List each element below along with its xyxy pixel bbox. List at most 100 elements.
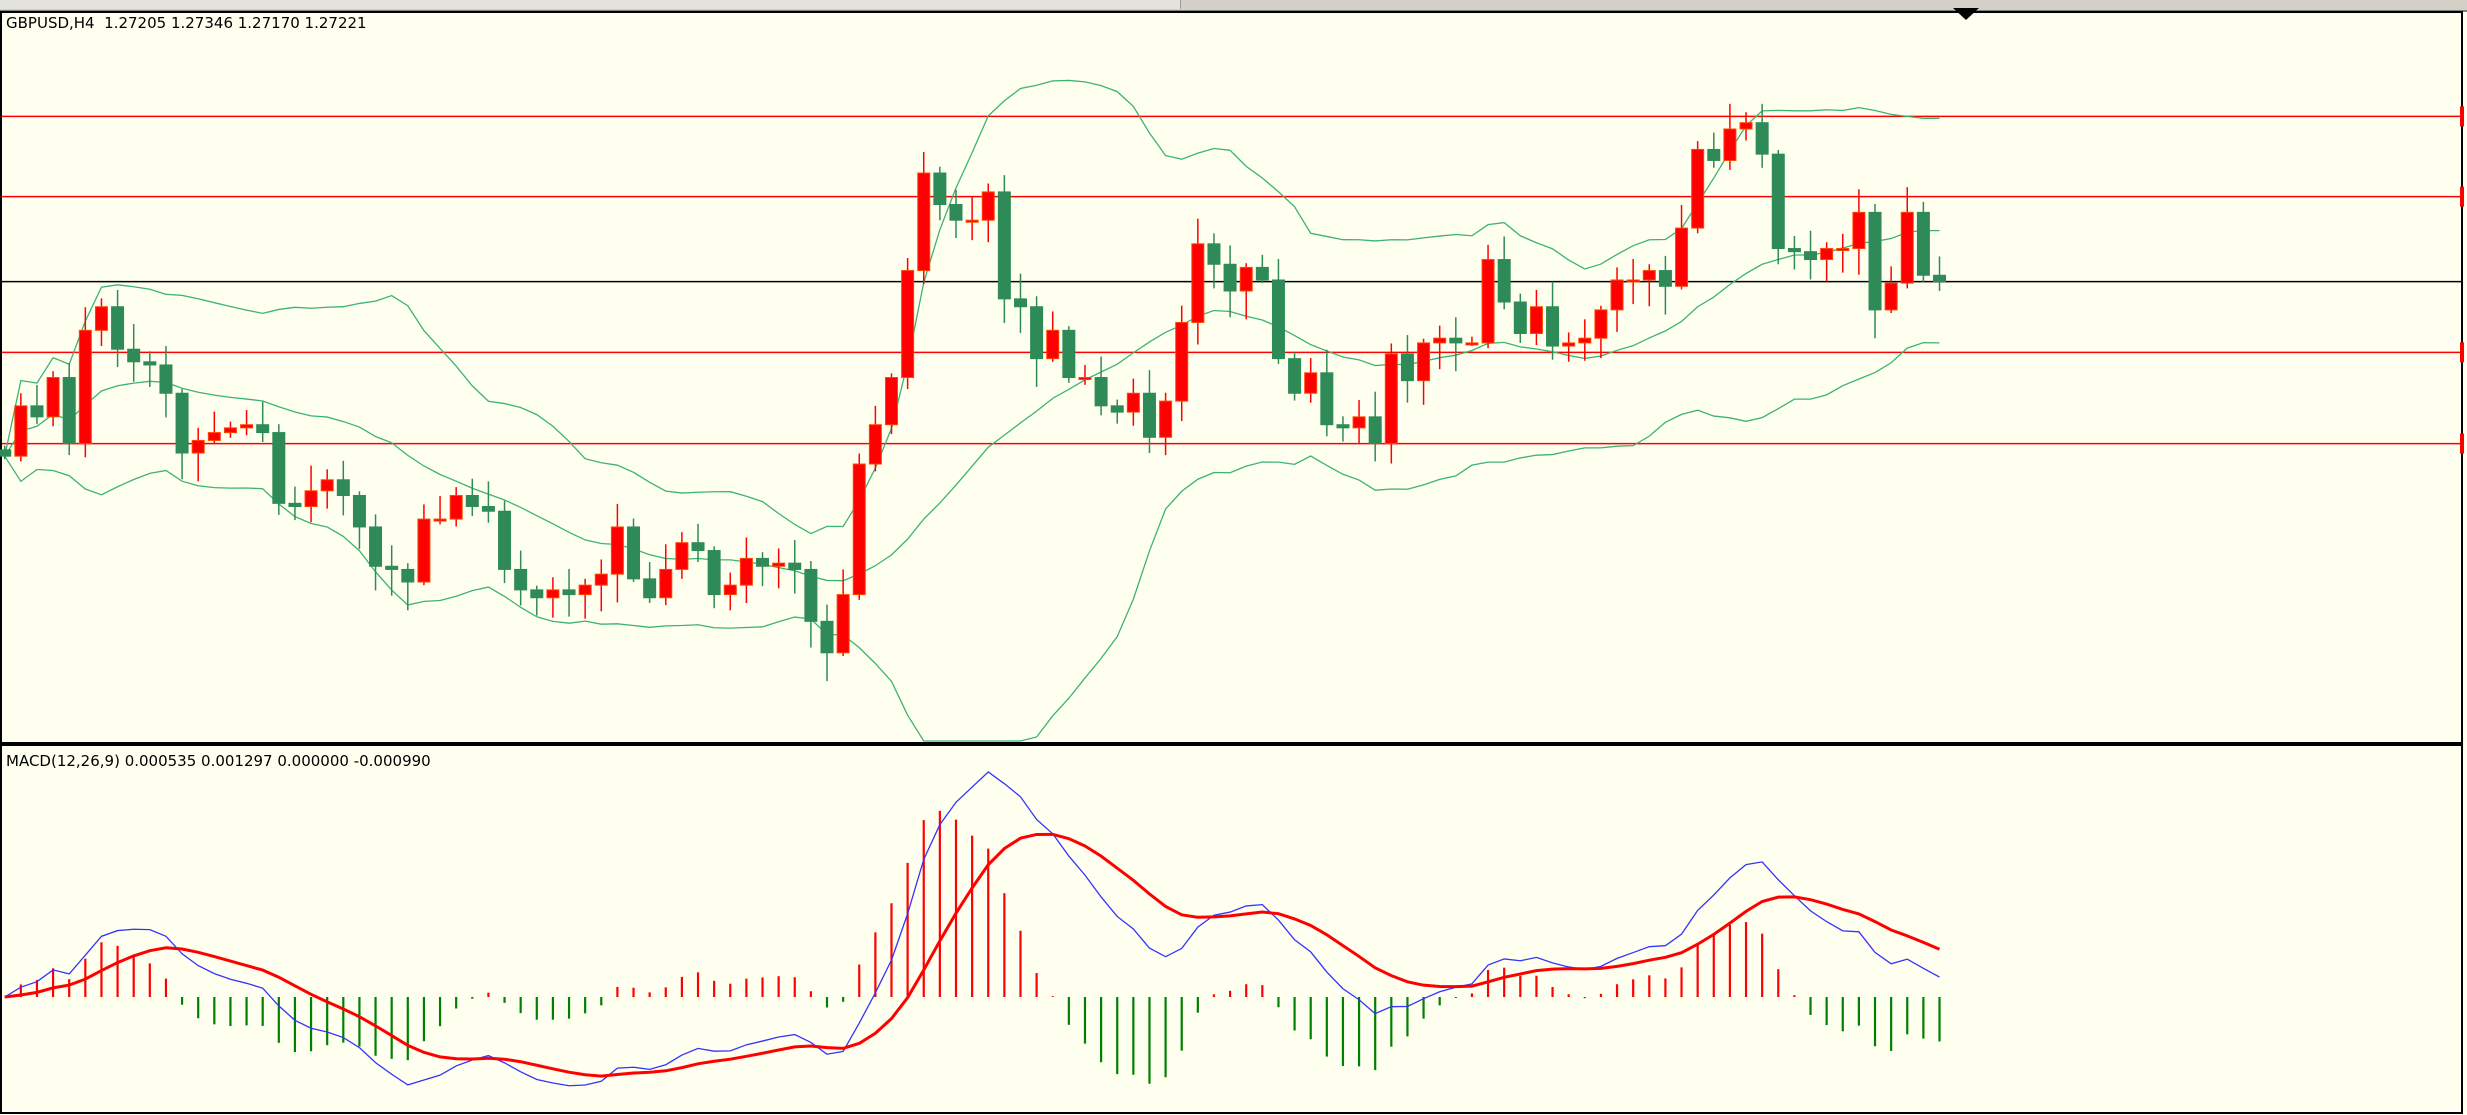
bearish-candle [1513,301,1527,334]
bearish-candle [1658,270,1672,287]
bullish-candle [1159,400,1173,438]
bearish-candle [175,392,189,454]
bearish-candle [256,424,270,434]
bullish-candle [1433,337,1447,344]
bearish-candle [1497,259,1511,303]
bullish-candle [723,584,737,596]
bearish-candle [1255,266,1269,281]
bearish-candle [1207,243,1221,265]
bearish-candle [1546,306,1560,347]
bearish-candle [1336,424,1350,429]
bullish-candle [675,542,689,570]
macd-label: MACD(12,26,9) 0.000535 0.001297 0.000000… [6,752,431,770]
chart-tab[interactable] [870,0,1181,9]
bearish-candle [820,620,834,654]
bullish-candle [1739,122,1753,130]
bullish-candle [1610,279,1624,311]
macd-line [4,771,1940,1087]
bearish-candle [933,172,947,205]
level-marker [2460,186,2464,207]
bollinger-upper-band [4,79,1940,535]
bearish-candle [756,557,770,567]
bearish-candle [1223,263,1237,292]
bearish-candle [707,550,721,596]
bearish-candle [159,364,173,394]
level-marker [2460,342,2464,363]
bullish-candle [1304,372,1318,394]
bullish-candle [1529,306,1543,334]
bullish-candle [836,594,850,654]
bullish-candle [207,432,221,441]
bullish-candle [1352,416,1366,429]
level-marker [2460,106,2464,127]
bearish-candle [401,568,415,583]
bullish-candle [546,589,560,599]
bearish-candle [352,494,366,528]
bearish-candle [336,479,350,496]
bullish-candle [1078,377,1092,381]
bearish-candle [1916,211,1930,276]
level-marker [2460,433,2464,454]
bearish-candle [949,203,963,221]
macd-panel-border [0,744,2463,1114]
bearish-candle [804,568,818,622]
bullish-candle [965,219,979,223]
bullish-candle [1626,279,1640,283]
bearish-candle [1142,392,1156,438]
bearish-candle [1787,248,1801,253]
bearish-candle [0,449,12,457]
bearish-candle [62,377,76,445]
bearish-candle [111,306,125,350]
bullish-candle [1836,248,1850,252]
bullish-candle [223,427,237,434]
bullish-candle [1481,259,1495,344]
bearish-candle [288,502,302,508]
bearish-candle [143,361,157,366]
bullish-candle [1723,128,1737,161]
bullish-candle [1900,211,1914,284]
symbol-ohlc-label: GBPUSD,H4 1.27205 1.27346 1.27170 1.2722… [6,14,367,32]
bearish-candle [1868,211,1882,311]
bearish-candle [1933,274,1947,283]
bullish-candle [191,439,205,454]
bearish-candle [1755,122,1769,155]
bullish-candle [14,405,28,457]
bearish-candle [1707,148,1721,161]
bearish-candle [1449,337,1463,344]
bullish-candle [78,329,92,445]
bearish-candle [1288,358,1302,394]
bullish-candle [449,494,463,520]
bearish-candle [1013,298,1027,308]
bearish-candle [1320,372,1334,426]
bullish-candle [578,584,592,596]
bullish-candle [1852,211,1866,250]
bullish-candle [1239,266,1253,292]
bullish-candle [1691,148,1705,229]
bullish-candle [1465,342,1479,346]
bullish-candle [1191,243,1205,323]
bullish-candle [884,377,898,426]
bearish-candle [1400,353,1414,382]
symbol-label: GBPUSD,H4 [6,14,95,32]
bullish-candle [304,490,318,508]
bullish-candle [433,518,447,522]
bullish-candle [868,424,882,465]
bearish-candle [514,568,528,591]
bearish-candle [385,565,399,570]
bullish-candle [1578,337,1592,344]
bullish-candle [1820,248,1834,261]
ohlc-values: 1.27205 1.27346 1.27170 1.27221 [104,14,367,32]
bearish-candle [691,542,705,552]
bearish-candle [627,526,641,580]
bearish-candle [1062,329,1076,379]
bearish-candle [465,494,479,508]
bearish-candle [530,589,544,599]
bullish-candle [240,424,254,429]
bearish-candle [1030,306,1044,360]
bullish-candle [1884,282,1898,311]
bearish-candle [643,578,657,599]
bearish-candle [369,526,383,567]
bullish-candle [981,191,995,221]
bearish-candle [788,562,802,570]
